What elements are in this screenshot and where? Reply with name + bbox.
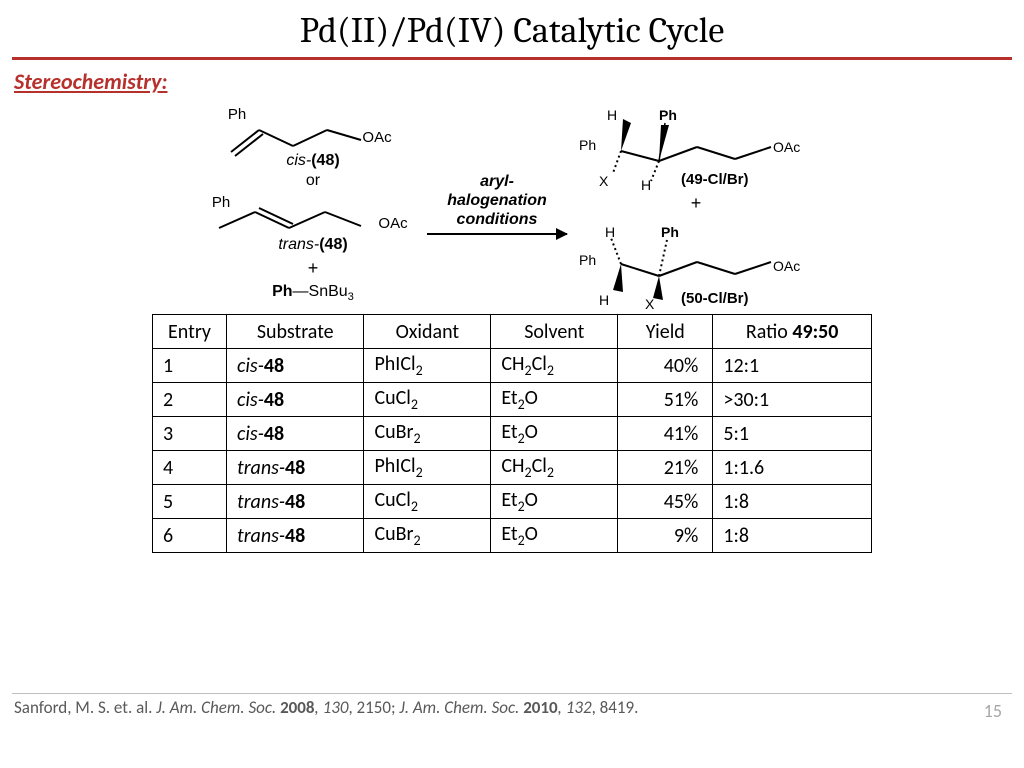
trans-prefix: trans- xyxy=(278,236,319,253)
table-row: 2cis-48CuCl2Et2O51%>30:1 xyxy=(153,383,872,417)
plus-left: + xyxy=(308,258,319,279)
table-row: 4trans-48PhICl2CH2Cl221%1:1.6 xyxy=(153,451,872,485)
footer-divider xyxy=(12,693,1012,694)
h-lbl-3: H xyxy=(605,224,615,240)
page-number: 15 xyxy=(984,700,1002,722)
arrow-text-3: conditions xyxy=(447,210,547,229)
table-row: 1cis-48PhICl2CH2Cl240%12:1 xyxy=(153,349,872,383)
ph-bold-1: Ph xyxy=(659,107,677,123)
reference-citation: Sanford, M. S. et. al. J. Am. Chem. Soc.… xyxy=(14,697,638,718)
arrow-text-1: aryl- xyxy=(447,172,547,191)
reaction-arrow: aryl- halogenation conditions xyxy=(427,172,567,236)
table-row: 6trans-48CuBr2Et2O9%1:8 xyxy=(153,519,872,553)
ph-lbl-2: Ph xyxy=(579,252,596,268)
arrow-line-icon xyxy=(427,233,567,235)
table-row: 3cis-48CuBr2Et2O41%5:1 xyxy=(153,417,872,451)
ph-label-2: Ph xyxy=(212,194,230,211)
th-yield: Yield xyxy=(618,315,713,349)
oac-lbl-4: OAc xyxy=(773,258,800,274)
ph-bold-2: Ph xyxy=(661,224,679,240)
th-oxidant: Oxidant xyxy=(364,315,491,349)
h-lbl-1: H xyxy=(607,107,617,123)
h-lbl-2: H xyxy=(641,177,651,193)
or-text: or xyxy=(306,172,320,190)
trans-num: (48) xyxy=(319,236,347,253)
th-entry: Entry xyxy=(153,315,227,349)
arrow-text-2: halogenation xyxy=(447,191,547,210)
cis-num: (48) xyxy=(311,152,339,169)
table-header-row: Entry Substrate Oxidant Solvent Yield Ra… xyxy=(153,315,872,349)
scheme-right: H Ph Ph X H OAc (49-Cl/Br) + H Ph Ph H X xyxy=(581,103,811,304)
oac-lbl-3: OAc xyxy=(773,139,800,155)
scheme-left: Ph OAc cis-(48) or Ph OAc trans-(48) + P… xyxy=(213,104,413,303)
th-solvent: Solvent xyxy=(491,315,618,349)
oac-label-2: OAc xyxy=(378,215,407,232)
oac-label-1: OAc xyxy=(362,129,391,146)
cis-prefix: cis- xyxy=(286,152,311,169)
section-heading: Stereochemistry: xyxy=(0,68,1024,95)
reaction-scheme: Ph OAc cis-(48) or Ph OAc trans-(48) + P… xyxy=(102,103,922,304)
h-lbl-4: H xyxy=(599,292,609,308)
ph-lbl-1: Ph xyxy=(579,137,596,153)
th-ratio: Ratio 49:50 xyxy=(713,315,872,349)
ph-label: Ph xyxy=(228,106,246,123)
prod-50-label: (50-Cl/Br) xyxy=(681,290,749,307)
prod-49-label: (49-Cl/Br) xyxy=(681,171,749,188)
plus-right: + xyxy=(691,193,702,214)
results-table: Entry Substrate Oxidant Solvent Yield Ra… xyxy=(152,314,872,553)
stannane-reagent: Ph—SnBu3 xyxy=(272,283,354,303)
th-substrate: Substrate xyxy=(227,315,364,349)
x-lbl-1: X xyxy=(599,173,608,189)
title-divider xyxy=(12,57,1012,60)
table-row: 5trans-48CuCl2Et2O45%1:8 xyxy=(153,485,872,519)
x-lbl-2: X xyxy=(645,296,654,312)
slide-title: Pd(II)/Pd(IV) Catalytic Cycle xyxy=(0,0,1024,57)
